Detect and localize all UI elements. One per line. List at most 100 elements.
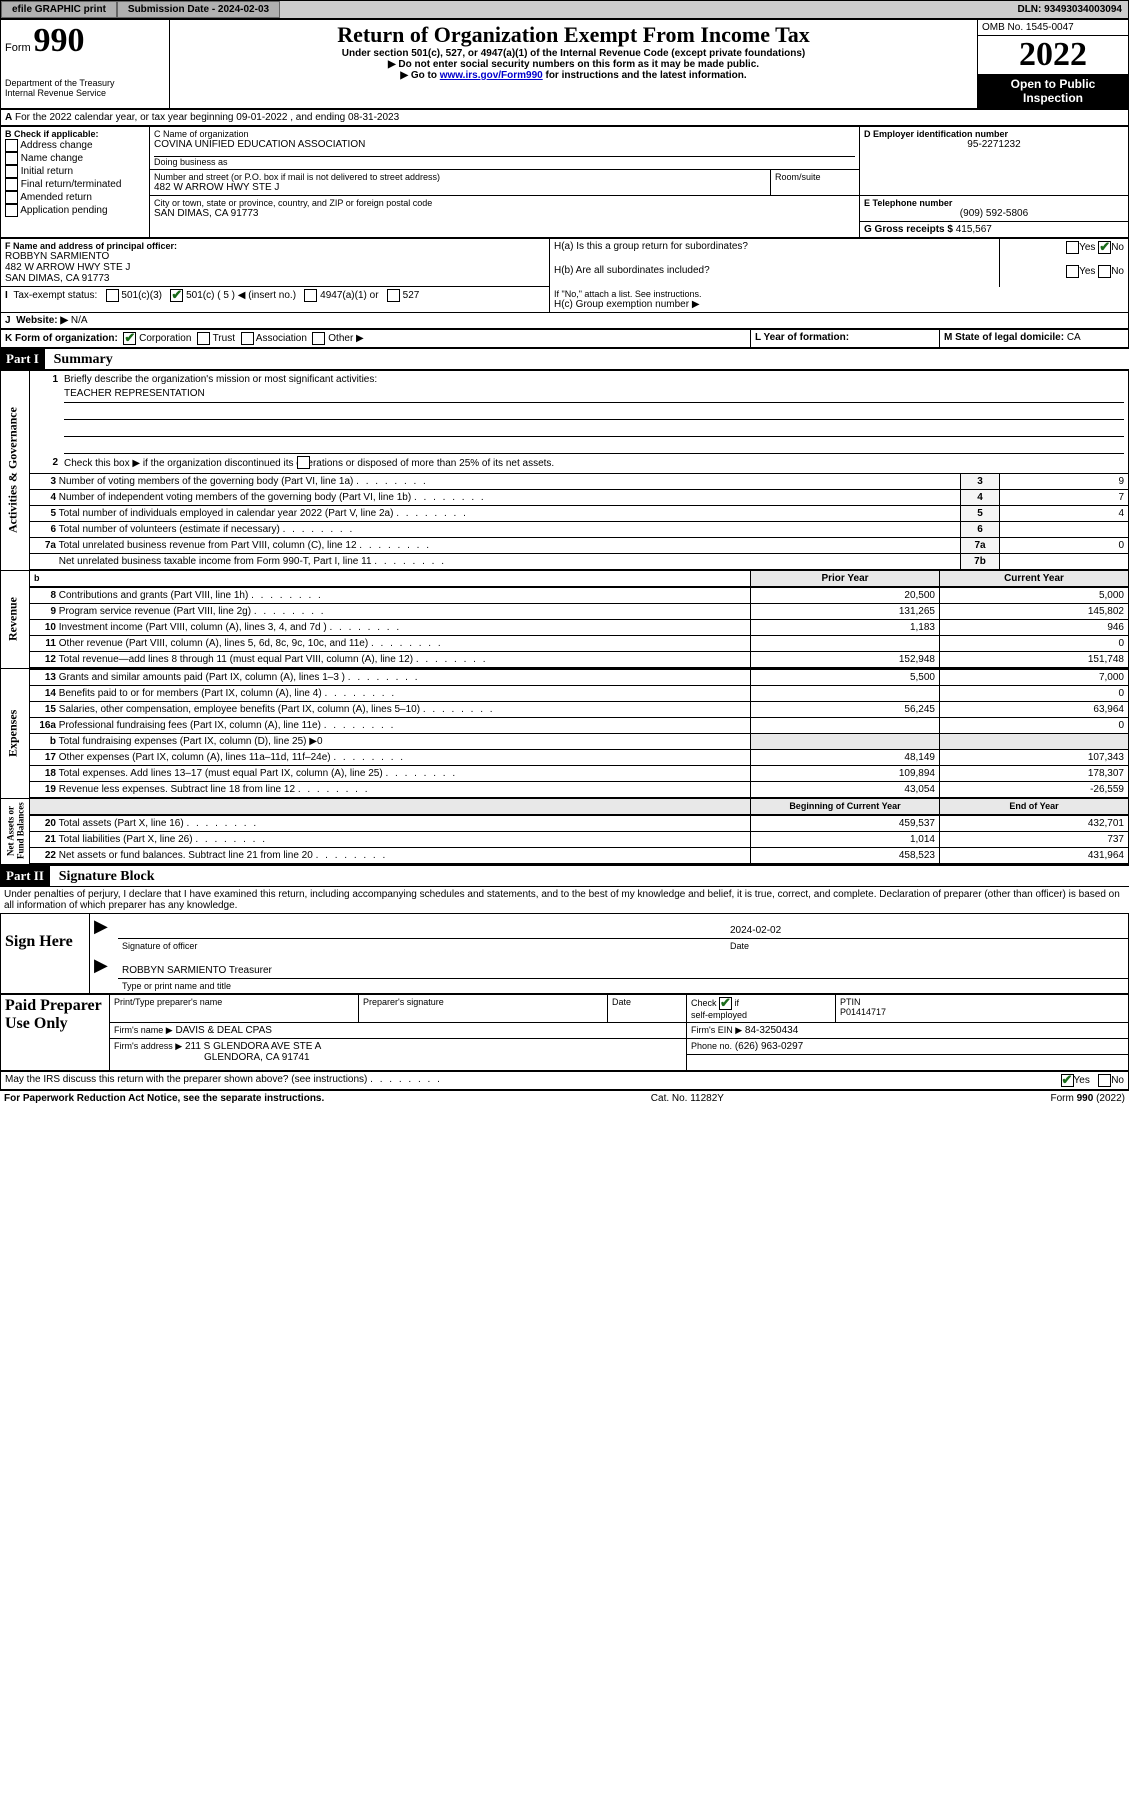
netassets-table: 20 Total assets (Part X, line 16) 459,53… bbox=[30, 815, 1128, 864]
prep-col3: Date bbox=[608, 994, 687, 1022]
boxb-item: Initial return bbox=[21, 166, 73, 177]
omb-label: OMB No. 1545-0047 bbox=[978, 20, 1128, 36]
activities-governance-label: Activities & Governance bbox=[1, 370, 30, 570]
hb-no-checkbox[interactable] bbox=[1098, 265, 1111, 278]
irs-link[interactable]: www.irs.gov/Form990 bbox=[440, 70, 543, 81]
hb-label: H(b) Are all subordinates included? bbox=[554, 265, 710, 276]
hb-note: If "No," attach a list. See instructions… bbox=[554, 289, 1124, 299]
line2-checkbox[interactable] bbox=[297, 456, 310, 469]
part-i-title: Summary bbox=[54, 352, 113, 367]
revenue-label: Revenue bbox=[1, 570, 30, 668]
boxb-item: Final return/terminated bbox=[21, 179, 122, 190]
end-year-header: End of Year bbox=[940, 798, 1129, 814]
table-row: 9 Program service revenue (Part VIII, li… bbox=[30, 603, 1128, 619]
mission-blank-3 bbox=[64, 439, 1124, 454]
self-employed-checkbox[interactable] bbox=[719, 997, 732, 1010]
declaration-text: Under penalties of perjury, I declare th… bbox=[0, 887, 1129, 913]
firm-addr2: GLENDORA, CA 91741 bbox=[114, 1052, 682, 1063]
discuss-no-checkbox[interactable] bbox=[1098, 1074, 1111, 1087]
table-row: 15 Salaries, other compensation, employe… bbox=[30, 701, 1128, 717]
table-row: 3 Number of voting members of the govern… bbox=[30, 473, 1128, 489]
footer-mid: Cat. No. 11282Y bbox=[651, 1093, 724, 1104]
part-ii-header: Part II Signature Block bbox=[0, 865, 1129, 887]
part-i-header: Part I Summary bbox=[0, 348, 1129, 370]
table-row: 16a Professional fundraising fees (Part … bbox=[30, 717, 1128, 733]
k-trust-checkbox[interactable] bbox=[197, 332, 210, 345]
sign-here-label: Sign Here bbox=[1, 913, 90, 953]
discuss-yes: Yes bbox=[1074, 1075, 1090, 1086]
table-row: 12 Total revenue—add lines 8 through 11 … bbox=[30, 651, 1128, 667]
officer-signature-field[interactable] bbox=[118, 913, 726, 939]
sig-date-label: Date bbox=[726, 939, 1129, 954]
mission-blank-2 bbox=[64, 422, 1124, 437]
mission-text: TEACHER REPRESENTATION bbox=[64, 388, 1124, 403]
org-name: COVINA UNIFIED EDUCATION ASSOCIATION bbox=[154, 139, 855, 150]
officer-addr1: 482 W ARROW HWY STE J bbox=[5, 262, 545, 273]
firm-ein: 84-3250434 bbox=[745, 1025, 798, 1036]
sign-date: 2024-02-02 bbox=[726, 913, 1129, 939]
a-line-text: For the 2022 calendar year, or tax year … bbox=[15, 112, 399, 123]
dba-label: Doing business as bbox=[154, 156, 855, 167]
sign-arrow-icon: ▶ bbox=[90, 913, 119, 939]
k-assoc-checkbox[interactable] bbox=[241, 332, 254, 345]
part-ii-label: Part II bbox=[0, 866, 50, 886]
k-other-checkbox[interactable] bbox=[312, 332, 325, 345]
boxb-checkbox[interactable] bbox=[5, 191, 18, 204]
revenue-table: 8 Contributions and grants (Part VIII, l… bbox=[30, 587, 1128, 668]
footer: For Paperwork Reduction Act Notice, see … bbox=[0, 1090, 1129, 1106]
form-subtitle-2: Do not enter social security numbers on … bbox=[174, 59, 973, 70]
hb-yes-checkbox[interactable] bbox=[1066, 265, 1079, 278]
efile-print-button[interactable]: efile GRAPHIC print bbox=[1, 1, 117, 18]
ha-no-checkbox[interactable] bbox=[1098, 241, 1111, 254]
tax-4947-checkbox[interactable] bbox=[304, 289, 317, 302]
tax-527-checkbox[interactable] bbox=[387, 289, 400, 302]
current-year-header: Current Year bbox=[940, 570, 1129, 586]
k-corp-checkbox[interactable] bbox=[123, 332, 136, 345]
dln-label: DLN: 93493034003094 bbox=[1011, 2, 1128, 17]
ptin-label: PTIN bbox=[840, 997, 1124, 1007]
k-trust: Trust bbox=[213, 333, 235, 344]
firm-phone: (626) 963-0297 bbox=[735, 1041, 803, 1052]
form-title: Return of Organization Exempt From Incom… bbox=[174, 22, 973, 48]
j-label: Website: ▶ bbox=[16, 315, 68, 326]
boxb-checkbox[interactable] bbox=[5, 178, 18, 191]
b-cell: b bbox=[30, 570, 751, 586]
ein-value: 95-2271232 bbox=[864, 139, 1124, 150]
expenses-table: 13 Grants and similar amounts paid (Part… bbox=[30, 669, 1128, 798]
boxb-item: Application pending bbox=[20, 205, 107, 216]
firm-phone-label: Phone no. bbox=[691, 1041, 732, 1051]
boxb-checkbox[interactable] bbox=[5, 152, 18, 165]
officer-name: ROBBYN SARMIENTO bbox=[5, 251, 545, 262]
street-value: 482 W ARROW HWY STE J bbox=[154, 182, 766, 193]
inspection-label: Open to Public Inspection bbox=[978, 74, 1128, 108]
prep-col2: Preparer's signature bbox=[359, 994, 608, 1022]
box-b-items: Address change Name change Initial retur… bbox=[5, 139, 145, 217]
city-value: SAN DIMAS, CA 91773 bbox=[154, 208, 855, 219]
mission-label: Briefly describe the organization's miss… bbox=[64, 374, 1124, 385]
go-to-suffix: for instructions and the latest informat… bbox=[543, 70, 747, 81]
tax-501c-checkbox[interactable] bbox=[170, 289, 183, 302]
self-employed: Check ifself-employed bbox=[687, 994, 836, 1022]
prior-year-header: Prior Year bbox=[751, 570, 940, 586]
discuss-yes-checkbox[interactable] bbox=[1061, 1074, 1074, 1087]
tax-501c3-checkbox[interactable] bbox=[106, 289, 119, 302]
k-label: K Form of organization: bbox=[5, 333, 118, 344]
m-value: CA bbox=[1067, 332, 1081, 343]
line2-text: Check this box ▶ if the organization dis… bbox=[64, 457, 1124, 470]
footer-left: For Paperwork Reduction Act Notice, see … bbox=[4, 1093, 324, 1104]
ha-yes-checkbox[interactable] bbox=[1066, 241, 1079, 254]
table-row: 22 Net assets or fund balances. Subtract… bbox=[30, 847, 1128, 863]
boxb-checkbox[interactable] bbox=[5, 165, 18, 178]
footer-right: Form 990 (2022) bbox=[1051, 1093, 1125, 1104]
firm-addr1: 211 S GLENDORA AVE STE A bbox=[185, 1041, 321, 1052]
boxb-checkbox[interactable] bbox=[5, 139, 18, 152]
website-value: N/A bbox=[71, 315, 88, 326]
no-label: No bbox=[1111, 242, 1124, 253]
submission-date-button[interactable]: Submission Date - 2024-02-03 bbox=[117, 1, 280, 18]
table-row: b Total fundraising expenses (Part IX, c… bbox=[30, 733, 1128, 749]
firm-name: DAVIS & DEAL CPAS bbox=[175, 1025, 272, 1036]
dept-label: Department of the Treasury Internal Reve… bbox=[5, 78, 165, 98]
form-header: Form 990 Department of the Treasury Inte… bbox=[0, 19, 1129, 109]
boxb-checkbox[interactable] bbox=[5, 204, 18, 217]
opt-527: 527 bbox=[403, 290, 420, 301]
